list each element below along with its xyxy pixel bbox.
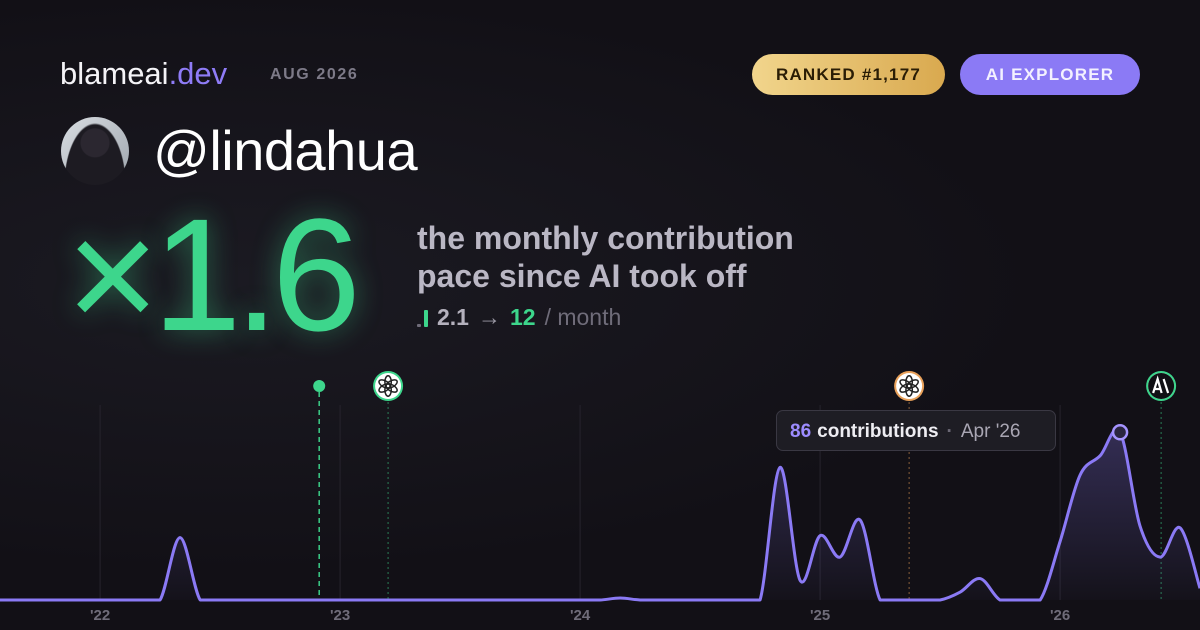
- pace-arrow: →: [477, 304, 501, 330]
- tier-badge: AI EXPLORER: [960, 54, 1140, 95]
- caption-line: pace since AI took off: [417, 258, 747, 294]
- pace-row: 2.1 → 12 / month: [417, 304, 621, 331]
- x-tick-label: '23: [330, 607, 350, 624]
- brand: blameai.dev: [60, 56, 227, 92]
- caption-line: the monthly contribution: [417, 220, 794, 256]
- line: [0, 428, 1200, 602]
- x-tick-label: '25: [810, 607, 830, 624]
- event-icon-face: [1148, 373, 1175, 399]
- avatar: [61, 117, 129, 185]
- brand-name: blameai: [60, 56, 169, 91]
- pace-after: 12: [509, 304, 536, 330]
- event-icon-face: [896, 373, 923, 399]
- event-icon-glyph: [1152, 375, 1170, 394]
- tooltip-label: contributions: [817, 421, 939, 442]
- x-tick-label: '26: [1050, 607, 1070, 624]
- event-marker: [313, 380, 326, 600]
- x-tick-label: '24: [570, 607, 591, 624]
- tooltip-value: 86: [790, 421, 812, 442]
- pace-unit: / month: [544, 304, 622, 330]
- event-marker: [894, 371, 925, 600]
- pace-icon: [417, 309, 428, 327]
- x-tick-label: '22: [90, 607, 110, 624]
- event-icon-petal: [899, 379, 913, 389]
- tooltip-separator: ·: [946, 421, 953, 442]
- rank-badge: RANKED #1,177: [752, 54, 945, 95]
- pace-before: 2.1: [437, 304, 469, 330]
- brand-domain: .dev: [168, 56, 228, 91]
- event-icon-face: [375, 373, 402, 399]
- event-marker: [373, 371, 404, 600]
- event-icon-petal: [378, 379, 391, 389]
- report-date: AUG 2026: [270, 66, 359, 83]
- multiplier: ×1.6: [66, 185, 361, 364]
- area: [0, 429, 1200, 600]
- username: @lindahua: [153, 119, 418, 182]
- tooltip-date: Apr '26: [960, 421, 1021, 442]
- tooltip: 86 contributions · Apr '26: [776, 410, 1056, 451]
- highlight-point: [1111, 424, 1129, 441]
- event-dot: [313, 380, 326, 392]
